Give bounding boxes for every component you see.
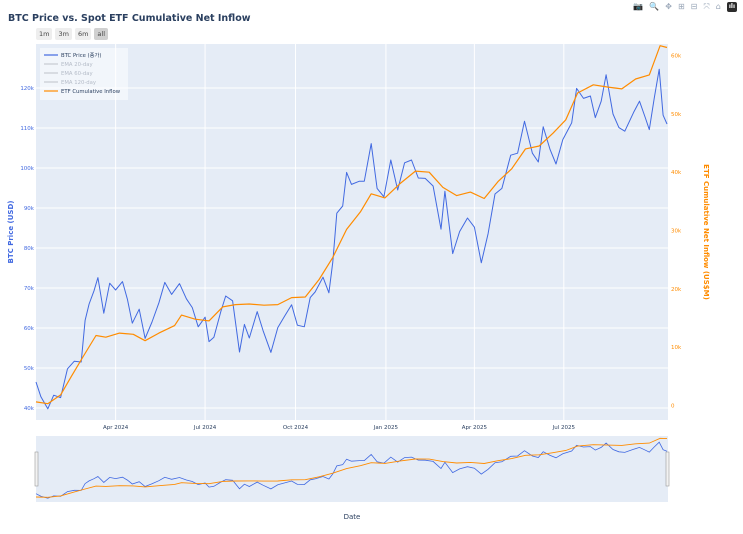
zoom-icon[interactable]: 🔍: [649, 2, 660, 11]
rangeslider-background[interactable]: [36, 436, 668, 502]
y2-tick-label: 20k: [671, 287, 682, 293]
legend-item[interactable]: EMA 60-day: [61, 71, 93, 77]
y-tick-label: 40k: [24, 406, 35, 412]
series-lines[interactable]: [35, 45, 668, 410]
axes: Apr 2024 Jul 2024 Oct 2024 Jan 2025 Apr 2025…: [20, 54, 682, 431]
y-tick-label: 50k: [24, 366, 35, 372]
x-axis-label: Date: [344, 513, 361, 521]
chart-title: BTC Price vs. Spot ETF Cumulative Net In…: [8, 13, 251, 24]
y-tick-label: 90k: [24, 206, 35, 212]
plotly-logo-icon[interactable]: ılı: [726, 2, 737, 12]
y-tick-label: 60k: [24, 326, 35, 332]
range-button-6m[interactable]: 6m: [74, 28, 92, 40]
legend-item[interactable]: EMA 120-day: [61, 80, 96, 86]
range-button-all[interactable]: all: [94, 28, 109, 40]
modebar: 📷 🔍 ✥ ⊞ ⊟ ⤧ ⌂ ılı: [633, 2, 737, 12]
etf-inflow-line[interactable]: [35, 45, 668, 405]
rangeslider-handle-left[interactable]: [34, 451, 39, 487]
zoom-out-icon[interactable]: ⊟: [690, 2, 698, 11]
camera-icon[interactable]: 📷: [633, 2, 644, 11]
y-axis-label: BTC Price (USD): [7, 201, 15, 264]
x-tick-label: Apr 2025: [462, 425, 488, 431]
rangeslider-etf-line: [35, 437, 668, 498]
legend-item[interactable]: ETF Cumulative Inflow: [61, 89, 121, 95]
x-tick-label: Oct 2024: [283, 425, 309, 431]
plot-background: [36, 44, 668, 420]
y2-axis-label: ETF Cumulative Net Inflow (US$M): [702, 164, 710, 300]
y2-tick-label: 10k: [671, 345, 682, 351]
x-tick-label: Jul 2024: [193, 425, 217, 431]
gridlines: [36, 44, 668, 420]
range-selector: 1m 3m 6m all: [36, 28, 109, 40]
pan-icon[interactable]: ✥: [665, 2, 672, 11]
y2-tick-label: 0: [671, 403, 675, 409]
btc-price-line[interactable]: [35, 68, 668, 410]
y-tick-label: 120k: [20, 86, 34, 92]
y2-tick-label: 40k: [671, 170, 682, 176]
x-tick-label: Apr 2024: [103, 425, 129, 431]
x-tick-label: Jul 2025: [552, 425, 576, 431]
y2-tick-label: 60k: [671, 54, 682, 60]
rangeslider-lines: [35, 437, 668, 499]
rangeslider-btc-line: [35, 441, 668, 499]
range-button-3m[interactable]: 3m: [55, 28, 72, 40]
autoscale-icon[interactable]: ⤧: [703, 2, 710, 11]
rangeslider-handle-right[interactable]: [665, 451, 670, 487]
zoom-in-icon[interactable]: ⊞: [677, 2, 685, 11]
legend-item[interactable]: EMA 20-day: [61, 62, 93, 68]
range-button-1m[interactable]: 1m: [36, 28, 53, 40]
y-tick-label: 70k: [24, 286, 35, 292]
y-tick-label: 100k: [20, 166, 34, 172]
y-tick-label: 80k: [24, 246, 35, 252]
y2-tick-label: 30k: [671, 229, 682, 235]
x-tick-label: Jan 2025: [373, 425, 399, 431]
legend-item[interactable]: BTC Price (종가): [61, 51, 101, 59]
y-tick-label: 110k: [20, 126, 34, 132]
legend[interactable]: BTC Price (종가) EMA 20-day EMA 60-day EMA 12…: [40, 48, 128, 100]
y2-tick-label: 50k: [671, 112, 682, 118]
reset-axes-icon[interactable]: ⌂: [715, 2, 721, 11]
